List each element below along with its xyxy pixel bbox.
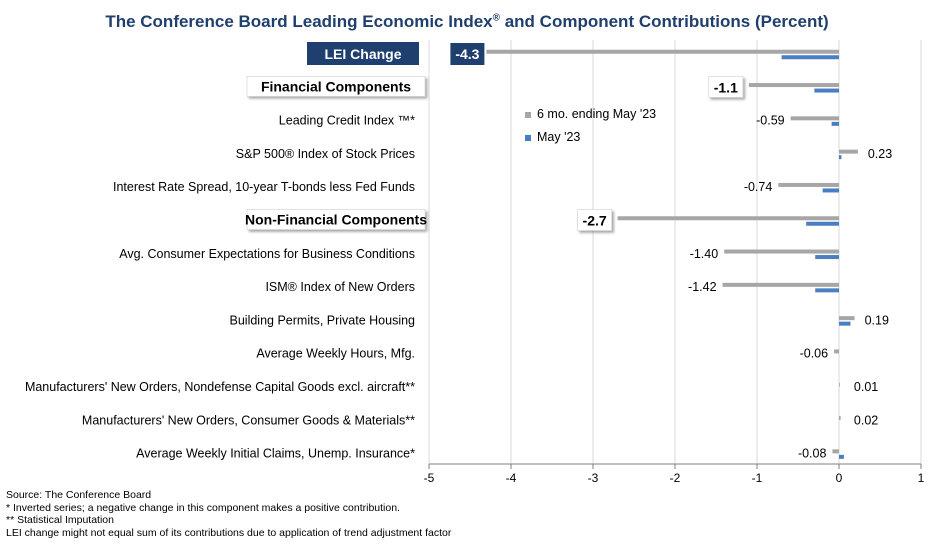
bar-six-month xyxy=(778,182,839,187)
lei-change-label: LEI Change xyxy=(307,42,419,65)
data-label: -0.08 xyxy=(798,447,827,461)
legend-swatch-six-month xyxy=(525,111,531,118)
data-label: -1.40 xyxy=(690,247,719,261)
lei-badge xyxy=(307,42,419,65)
bar-six-month xyxy=(724,249,839,254)
group-value-box xyxy=(708,76,744,98)
bar-six-month xyxy=(790,116,839,121)
legend-item-six-month: 6 mo. ending May '23 xyxy=(525,103,656,126)
x-tick-label: -4 xyxy=(506,471,517,485)
bar-six-month xyxy=(839,149,858,154)
footnotes: Source: The Conference Board * Inverted … xyxy=(6,489,451,539)
data-label: -4.3 xyxy=(455,46,479,62)
bar-six-month xyxy=(839,416,841,421)
chart-legend: 6 mo. ending May '23 May '23 xyxy=(525,103,656,149)
footnote-inverted: * Inverted series; a negative change in … xyxy=(6,501,400,514)
category-label: Manufacturers' New Orders, Nondefense Ca… xyxy=(25,380,415,394)
group-label: Non-Financial Components xyxy=(245,212,427,228)
bar-six-month xyxy=(617,216,839,221)
legend-swatch-month xyxy=(525,134,531,141)
bar-six-month xyxy=(839,382,840,387)
bar-six-month xyxy=(832,449,839,454)
legend-label-month: May '23 xyxy=(537,130,581,144)
bar-month xyxy=(815,255,839,260)
category-label: Avg. Consumer Expectations for Business … xyxy=(119,247,415,261)
chart-title: The Conference Board Leading Economic In… xyxy=(105,12,829,31)
bar-six-month xyxy=(486,49,839,54)
category-label: Average Weekly Hours, Mfg. xyxy=(256,347,415,361)
bar-six-month xyxy=(748,83,839,88)
bar-month xyxy=(806,221,839,226)
x-tick-label: 1 xyxy=(918,471,925,485)
data-label: 0.02 xyxy=(854,413,878,427)
category-label: Manufacturers' New Orders, Consumer Good… xyxy=(82,413,415,427)
footnote-source: Source: The Conference Board xyxy=(6,489,152,501)
footnote-imputation: ** Statistical Imputation xyxy=(6,514,114,526)
data-label: 0.23 xyxy=(868,147,892,161)
group-label: Financial Components xyxy=(261,78,411,94)
category-label: Interest Rate Spread, 10-year T-bonds le… xyxy=(113,180,415,194)
category-label: ISM® Index of New Orders xyxy=(265,280,415,294)
data-label: -2.7 xyxy=(583,213,607,229)
data-label: -0.59 xyxy=(756,114,785,128)
bar-six-month xyxy=(839,316,855,321)
bar-month xyxy=(839,155,842,160)
bar-month xyxy=(815,288,839,293)
data-label: -1.42 xyxy=(688,280,717,294)
category-label: Average Weekly Initial Claims, Unemp. In… xyxy=(136,447,415,461)
bar-six-month xyxy=(722,282,839,287)
data-label: 0.19 xyxy=(865,313,889,327)
x-tick-label: -2 xyxy=(670,471,681,485)
x-tick-label: -3 xyxy=(588,471,599,485)
lei-badge-text: LEI Change xyxy=(324,46,401,62)
category-label: Building Permits, Private Housing xyxy=(230,313,416,327)
category-label: S&P 500® Index of Stock Prices xyxy=(236,147,415,161)
data-label: 0.01 xyxy=(854,380,878,394)
bar-month xyxy=(781,55,839,60)
bar-month xyxy=(839,321,851,326)
legend-item-month: May '23 xyxy=(525,126,656,149)
bar-six-month xyxy=(834,349,839,354)
lei-value-box xyxy=(450,43,485,65)
data-label: -0.74 xyxy=(744,180,773,194)
bar-month xyxy=(831,121,839,126)
x-tick-label: -5 xyxy=(424,471,435,485)
data-label: -0.06 xyxy=(800,347,829,361)
bar-month xyxy=(839,454,844,459)
footnote-trend: LEI change might not equal sum of its co… xyxy=(6,526,452,539)
group-value-box xyxy=(577,209,612,231)
x-tick-label: 0 xyxy=(836,471,843,485)
x-tick-label: -1 xyxy=(752,471,763,485)
legend-label-six-month: 6 mo. ending May '23 xyxy=(537,107,657,121)
bar-month xyxy=(822,188,839,193)
data-label: -1.1 xyxy=(714,79,738,95)
group-label-box xyxy=(246,209,426,230)
bar-month xyxy=(814,88,839,93)
category-label: Leading Credit Index ™* xyxy=(279,114,415,128)
group-label-box xyxy=(246,76,426,97)
